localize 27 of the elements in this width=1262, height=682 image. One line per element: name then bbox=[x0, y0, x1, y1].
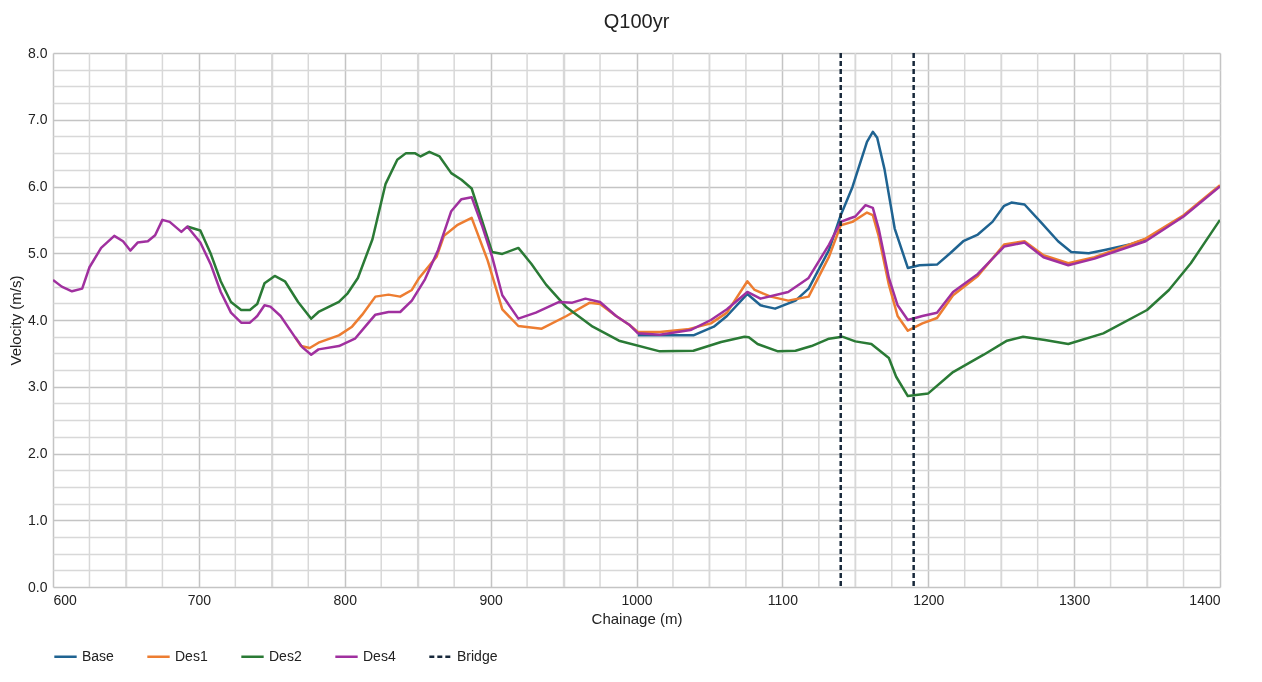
legend-label: Des4 bbox=[363, 647, 396, 664]
legend-label: Des1 bbox=[175, 647, 208, 664]
y-tick-label: 8.0 bbox=[28, 44, 48, 61]
x-tick-label: 900 bbox=[479, 591, 504, 608]
y-tick-label: 4.0 bbox=[28, 311, 48, 328]
y-tick-label: 3.0 bbox=[28, 378, 48, 395]
y-tick-label: 7.0 bbox=[28, 111, 48, 128]
y-tick-label: 1.0 bbox=[28, 511, 48, 528]
x-tick-label: 1300 bbox=[1059, 591, 1091, 608]
y-tick-label: 0.0 bbox=[28, 578, 48, 595]
legend-label: Bridge bbox=[457, 647, 498, 664]
x-tick-label: 1100 bbox=[767, 591, 799, 608]
chart-title: Q100yr bbox=[603, 10, 670, 32]
x-axis-title: Chainage (m) bbox=[591, 609, 683, 627]
x-tick-label: 1400 bbox=[1189, 591, 1221, 608]
y-tick-label: 6.0 bbox=[28, 178, 48, 194]
y-tick-label: 5.0 bbox=[28, 244, 48, 261]
legend-label: Des2 bbox=[269, 647, 302, 664]
x-tick-label: 800 bbox=[333, 591, 358, 608]
y-axis-title: Velocity (m/s) bbox=[7, 275, 25, 366]
y-tick-label: 2.0 bbox=[28, 445, 48, 461]
x-tick-label: 1200 bbox=[913, 591, 945, 608]
x-tick-label: 1000 bbox=[621, 591, 653, 608]
x-tick-label: 700 bbox=[187, 591, 212, 608]
legend-label: Base bbox=[82, 647, 115, 664]
x-tick-label: 600 bbox=[53, 591, 78, 608]
line-series bbox=[53, 185, 1220, 356]
